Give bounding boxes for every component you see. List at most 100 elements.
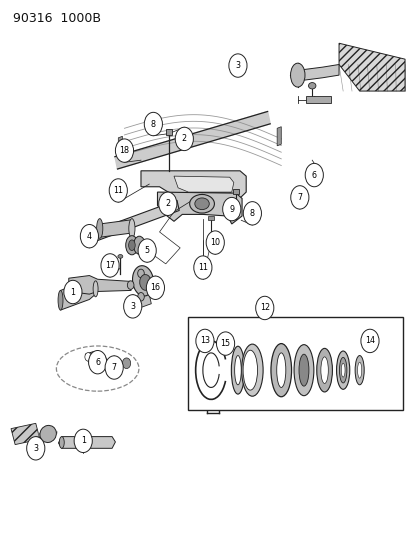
Ellipse shape [195, 198, 209, 209]
Text: 7: 7 [112, 363, 116, 372]
Text: 6: 6 [311, 171, 316, 180]
Circle shape [105, 356, 123, 379]
Ellipse shape [270, 344, 291, 397]
Circle shape [228, 54, 247, 77]
Polygon shape [305, 96, 330, 103]
Ellipse shape [298, 354, 308, 386]
Circle shape [64, 280, 82, 304]
Ellipse shape [128, 219, 135, 238]
Text: 3: 3 [235, 61, 240, 70]
Bar [208, 216, 214, 220]
Circle shape [26, 437, 45, 460]
Text: 6: 6 [95, 358, 100, 367]
Circle shape [193, 256, 211, 279]
Text: 90316  1000B: 90316 1000B [13, 12, 101, 26]
Text: 15: 15 [220, 339, 230, 348]
Text: 2: 2 [165, 199, 170, 208]
Text: 14: 14 [364, 336, 374, 345]
Ellipse shape [128, 240, 135, 251]
Circle shape [122, 358, 131, 368]
Circle shape [290, 185, 308, 209]
Ellipse shape [241, 344, 263, 396]
Circle shape [216, 332, 234, 356]
Text: 7: 7 [297, 193, 301, 202]
Text: 3: 3 [33, 444, 38, 453]
Polygon shape [141, 171, 246, 200]
Text: 1: 1 [81, 437, 85, 446]
Text: 5: 5 [144, 246, 150, 255]
Circle shape [206, 231, 224, 254]
Polygon shape [115, 111, 270, 169]
Polygon shape [118, 136, 122, 155]
Text: 11: 11 [113, 186, 123, 195]
Ellipse shape [132, 265, 153, 296]
Polygon shape [69, 276, 131, 294]
Circle shape [175, 127, 193, 151]
Ellipse shape [138, 269, 144, 278]
Ellipse shape [339, 358, 346, 383]
Circle shape [243, 201, 261, 225]
Text: 17: 17 [105, 261, 115, 270]
Text: 8: 8 [150, 119, 155, 128]
Bar [188, 317, 402, 410]
Text: 8: 8 [249, 209, 254, 218]
Polygon shape [90, 200, 179, 243]
Ellipse shape [127, 281, 134, 289]
Polygon shape [85, 352, 108, 370]
Circle shape [255, 296, 273, 320]
Ellipse shape [118, 255, 123, 259]
Circle shape [109, 179, 127, 202]
Polygon shape [100, 220, 132, 237]
Circle shape [146, 276, 164, 300]
Polygon shape [173, 176, 233, 192]
Polygon shape [301, 64, 338, 80]
Circle shape [158, 192, 176, 215]
Polygon shape [157, 192, 242, 224]
Ellipse shape [189, 195, 214, 213]
Ellipse shape [93, 281, 98, 297]
Ellipse shape [126, 236, 138, 255]
Text: 4: 4 [87, 232, 92, 241]
Polygon shape [58, 437, 115, 448]
Circle shape [144, 112, 162, 136]
Circle shape [195, 329, 214, 353]
Circle shape [138, 239, 156, 262]
Text: 18: 18 [119, 146, 129, 155]
Ellipse shape [231, 346, 244, 394]
Circle shape [74, 429, 92, 453]
Ellipse shape [316, 349, 332, 392]
Ellipse shape [139, 274, 151, 290]
Ellipse shape [96, 219, 102, 238]
Text: 3: 3 [130, 302, 135, 311]
Polygon shape [60, 280, 95, 310]
Ellipse shape [59, 437, 64, 448]
Circle shape [80, 224, 98, 248]
Text: 9: 9 [229, 205, 234, 214]
Text: 16: 16 [150, 283, 160, 292]
Polygon shape [132, 294, 151, 308]
Circle shape [85, 353, 91, 361]
Ellipse shape [242, 350, 257, 390]
Ellipse shape [138, 293, 144, 301]
Text: 12: 12 [259, 303, 269, 312]
Text: 13: 13 [199, 336, 209, 345]
Ellipse shape [133, 236, 145, 254]
Circle shape [88, 351, 107, 374]
Bar [232, 189, 239, 194]
Ellipse shape [276, 353, 285, 387]
Ellipse shape [290, 63, 304, 87]
Text: 2: 2 [181, 134, 186, 143]
Circle shape [123, 295, 142, 318]
Ellipse shape [357, 362, 361, 378]
Ellipse shape [340, 364, 344, 377]
Polygon shape [11, 423, 40, 445]
Ellipse shape [354, 356, 363, 385]
Circle shape [360, 329, 378, 353]
Ellipse shape [234, 356, 241, 385]
Circle shape [222, 197, 240, 221]
Bar [165, 130, 172, 135]
Ellipse shape [320, 357, 328, 383]
Circle shape [115, 139, 133, 163]
Ellipse shape [308, 83, 315, 89]
Ellipse shape [293, 345, 313, 395]
